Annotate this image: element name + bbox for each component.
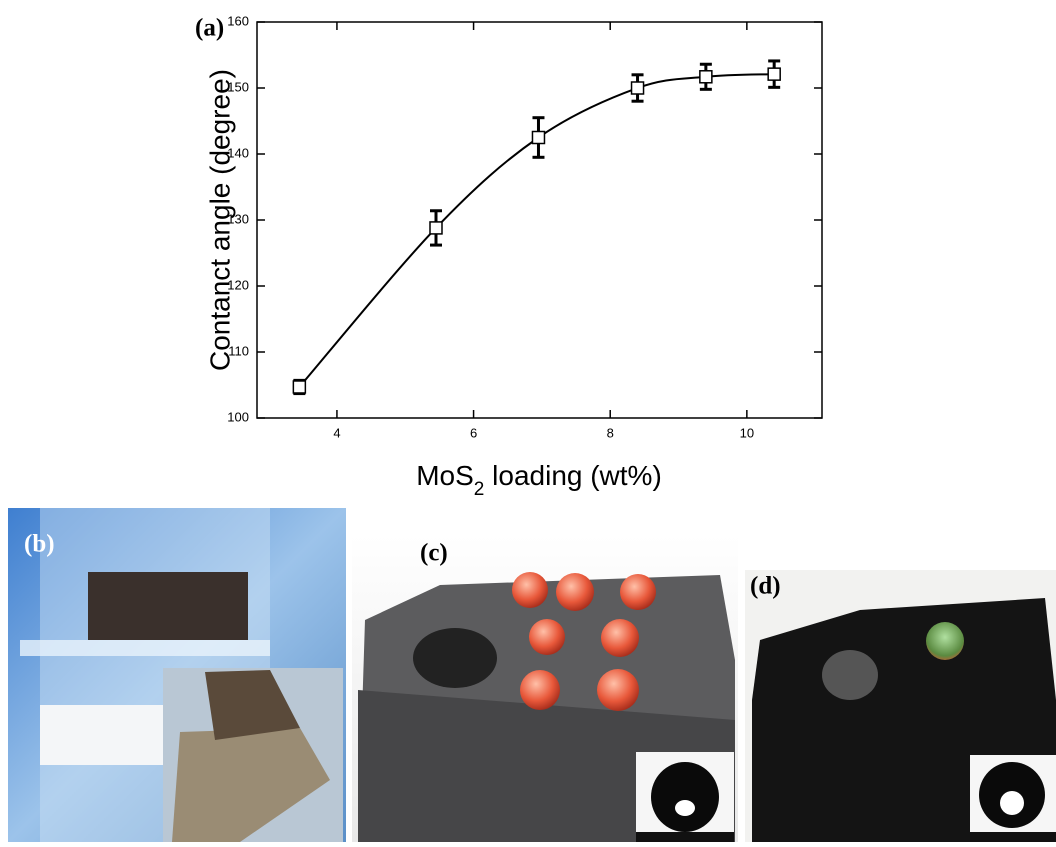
marker — [767, 67, 781, 81]
line — [298, 73, 775, 388]
photo-b: (b) — [8, 508, 346, 842]
x-axis-label: MoS2 loading (wt%) — [416, 460, 662, 500]
marker — [292, 380, 307, 394]
y-tick-label: 150 — [227, 79, 249, 94]
y-tick-label: 100 — [227, 409, 249, 424]
x-axis-label-part: loading (wt%) — [484, 460, 661, 491]
marker — [630, 81, 645, 95]
x-tick-label: 6 — [470, 425, 477, 440]
y-tick-label: 140 — [227, 145, 249, 160]
photo-d: (d) — [745, 570, 1056, 842]
y-tick-label: 120 — [227, 277, 249, 292]
x-tick-label: 4 — [333, 425, 340, 440]
panel-label: (b) — [24, 531, 55, 558]
y-tick-label: 110 — [228, 343, 249, 358]
photo-c: (c) — [352, 535, 738, 842]
marker — [531, 130, 546, 145]
marker — [429, 221, 443, 235]
y-tick-label: 130 — [227, 211, 249, 226]
x-axis-label-subscript: 2 — [474, 479, 485, 500]
panel-label: (c) — [420, 540, 448, 567]
plot-frame — [256, 21, 823, 419]
y-tick-label: 160 — [227, 13, 249, 28]
y-axis-label: Contanct angle (degree) — [204, 69, 235, 371]
x-axis-label-part: MoS — [416, 460, 474, 491]
x-tick-label: 8 — [607, 425, 614, 440]
panel-label: (a) — [195, 15, 224, 42]
x-tick-label: 10 — [740, 425, 754, 440]
panel-label: (d) — [750, 573, 781, 600]
marker — [699, 70, 713, 84]
